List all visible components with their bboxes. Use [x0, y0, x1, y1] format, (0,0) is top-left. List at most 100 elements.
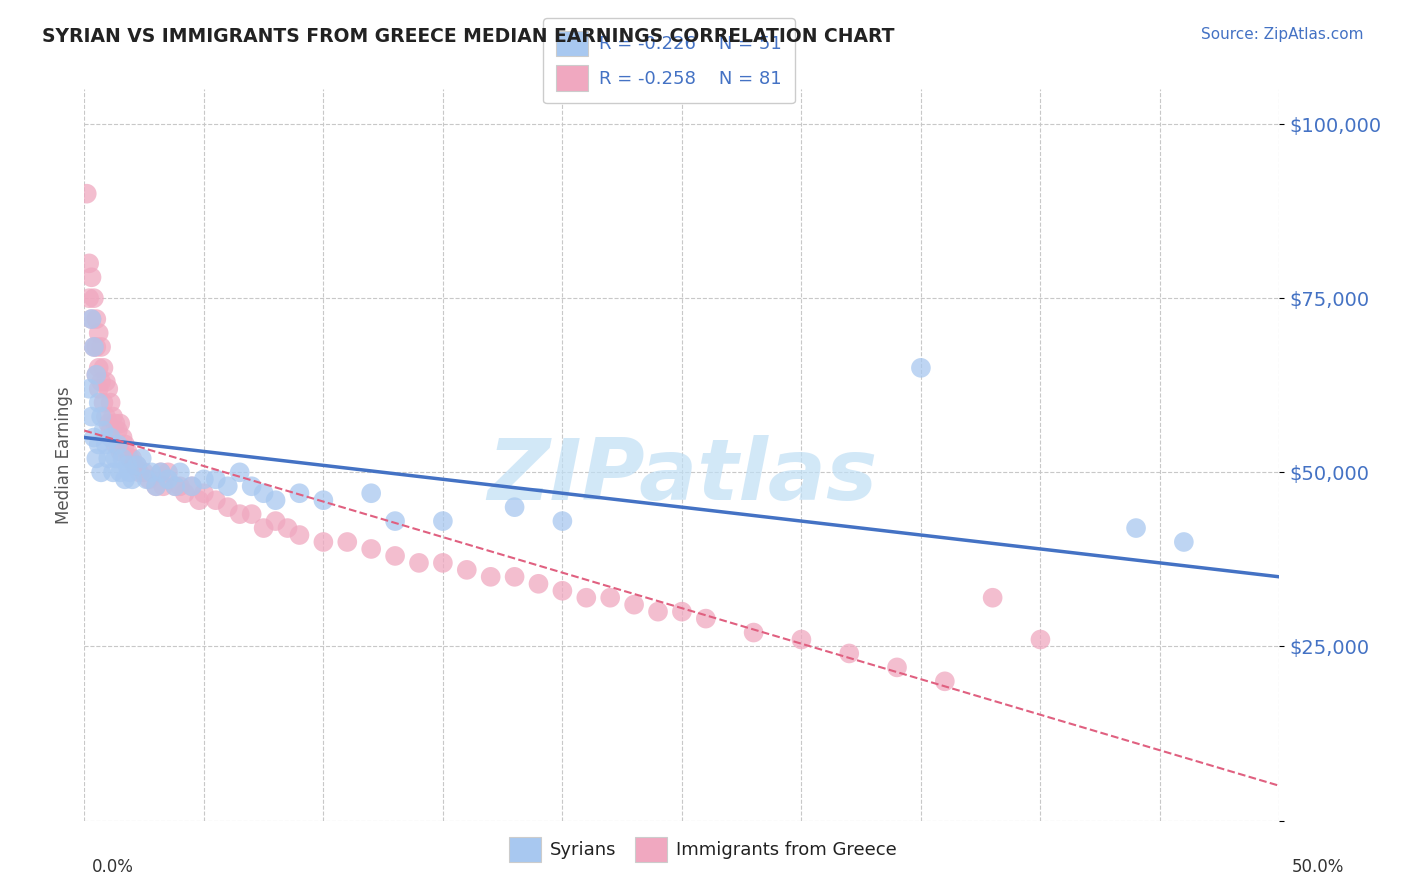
Point [671, 605, 693, 619]
Point [114, 437, 136, 451]
Point [384, 549, 406, 563]
Point [149, 466, 172, 480]
Point [93, 395, 115, 409]
Point [181, 479, 204, 493]
Point [599, 591, 621, 605]
Point [288, 528, 311, 542]
Point [193, 472, 215, 486]
Point [93, 360, 115, 375]
Point [312, 535, 335, 549]
Point [83, 340, 105, 354]
Point [205, 493, 228, 508]
Point [94, 375, 117, 389]
Point [1125, 521, 1147, 535]
Point [253, 486, 276, 500]
Point [217, 479, 239, 493]
Point [86, 312, 108, 326]
Point [181, 479, 204, 493]
Point [117, 458, 139, 473]
Point [135, 472, 157, 486]
Point [124, 458, 146, 473]
Point [86, 451, 108, 466]
Point [157, 466, 180, 480]
Point [87, 326, 110, 340]
Point [205, 472, 228, 486]
Point [97, 451, 120, 466]
Point [94, 437, 117, 451]
Point [479, 570, 502, 584]
Point [432, 556, 454, 570]
Point [165, 479, 187, 493]
Point [277, 521, 299, 535]
Point [432, 514, 454, 528]
Point [107, 437, 129, 451]
Point [107, 424, 129, 438]
Point [100, 395, 122, 409]
Point [149, 466, 172, 480]
Point [87, 437, 110, 451]
Point [1173, 535, 1195, 549]
Point [111, 430, 134, 444]
Point [217, 500, 239, 515]
Point [90, 340, 112, 354]
Point [188, 493, 211, 508]
Point [173, 486, 195, 500]
Point [527, 576, 550, 591]
Point [141, 466, 163, 480]
Point [264, 514, 287, 528]
Point [456, 563, 478, 577]
Point [104, 437, 127, 451]
Point [111, 451, 134, 466]
Point [312, 493, 335, 508]
Legend: R = -0.226    N = 51, R = -0.258    N = 81: R = -0.226 N = 51, R = -0.258 N = 81 [543, 18, 794, 103]
Point [264, 493, 287, 508]
Point [121, 451, 143, 466]
Point [101, 409, 124, 424]
Point [86, 368, 108, 382]
Point [336, 535, 359, 549]
Point [886, 660, 908, 674]
Text: 0.0%: 0.0% [91, 858, 134, 876]
Point [551, 583, 574, 598]
Point [77, 291, 100, 305]
Point [623, 598, 645, 612]
Point [360, 486, 382, 500]
Text: Source: ZipAtlas.com: Source: ZipAtlas.com [1201, 27, 1364, 42]
Point [240, 479, 263, 493]
Point [145, 479, 167, 493]
Point [240, 507, 263, 521]
Point [152, 479, 174, 493]
Point [87, 360, 110, 375]
Point [90, 466, 112, 480]
Point [86, 368, 108, 382]
Text: ZIPatlas: ZIPatlas [486, 435, 877, 518]
Point [100, 430, 122, 444]
Point [157, 472, 180, 486]
Point [125, 458, 148, 473]
Point [117, 444, 139, 458]
Point [80, 312, 103, 326]
Point [97, 417, 120, 431]
Point [90, 409, 112, 424]
Point [77, 382, 100, 396]
Point [288, 486, 311, 500]
Point [83, 430, 105, 444]
Point [121, 472, 143, 486]
Point [80, 409, 103, 424]
Point [575, 591, 598, 605]
Point [87, 395, 110, 409]
Point [169, 479, 191, 493]
Point [114, 472, 136, 486]
Point [551, 514, 574, 528]
Point [128, 466, 150, 480]
Point [131, 451, 153, 466]
Point [94, 409, 117, 424]
Point [408, 556, 430, 570]
Point [104, 451, 127, 466]
Y-axis label: Median Earnings: Median Earnings [55, 386, 73, 524]
Point [165, 479, 187, 493]
Point [384, 514, 406, 528]
Legend: Syrians, Immigrants from Greece: Syrians, Immigrants from Greece [502, 830, 904, 870]
Point [647, 605, 669, 619]
Point [193, 486, 215, 500]
